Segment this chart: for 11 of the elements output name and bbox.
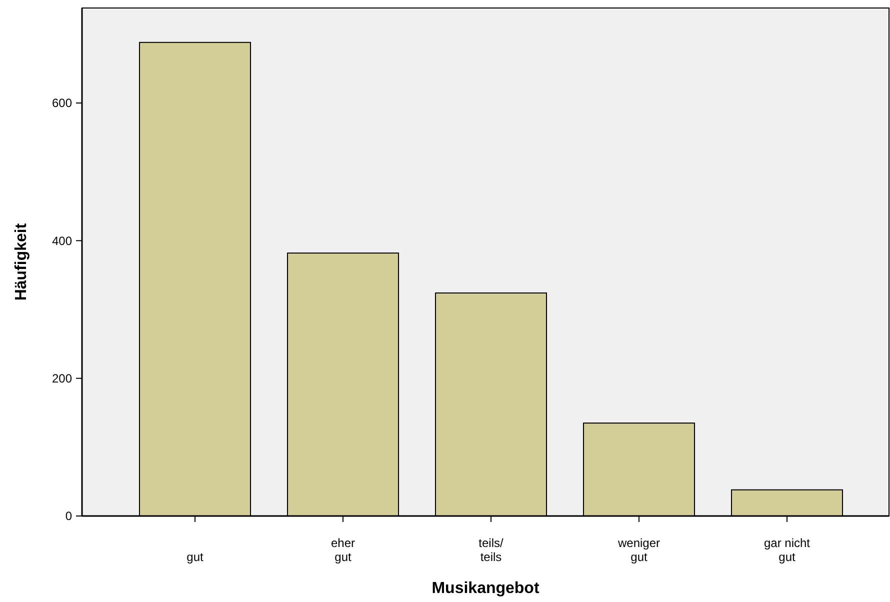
x-tick-label: gut — [186, 550, 204, 564]
y-tick-label: 600 — [52, 96, 72, 110]
y-tick-label: 200 — [52, 372, 72, 386]
x-tick-label: weniger gut — [616, 536, 660, 564]
x-tick-label: gar nicht gut — [764, 536, 811, 564]
x-tick-label: teils/ teils — [478, 536, 504, 564]
y-tick-label: 400 — [52, 234, 72, 248]
y-axis-title: Häufigkeit — [13, 222, 30, 301]
x-tick-label: eher gut — [330, 536, 356, 564]
x-axis-title: Musikangebot — [432, 580, 540, 597]
y-tick-label: 0 — [65, 509, 72, 524]
